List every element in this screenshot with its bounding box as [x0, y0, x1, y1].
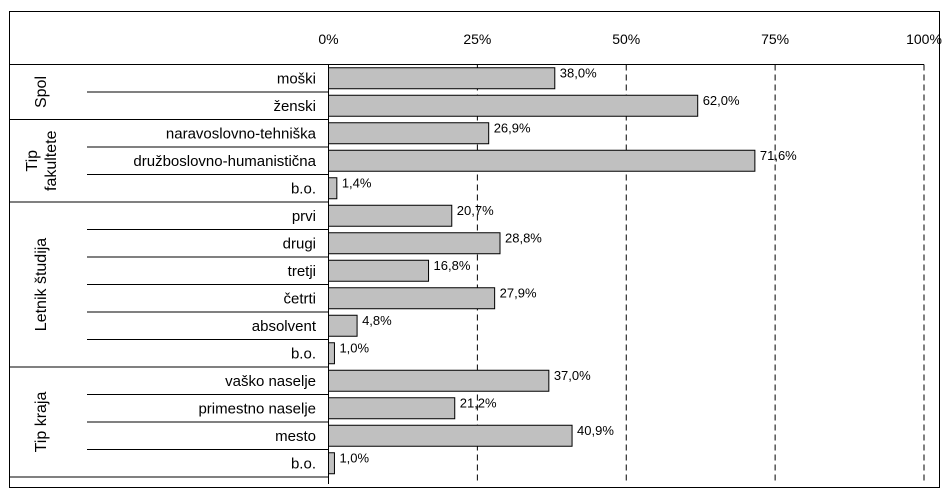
data-label: 71,6%	[760, 148, 797, 163]
bar	[328, 424, 573, 447]
data-label: 37,0%	[554, 368, 591, 383]
group-label: Tip kraja	[33, 392, 50, 453]
data-label: 40,9%	[577, 423, 614, 438]
category-label: ženski	[273, 98, 316, 115]
x-tick-label: 0%	[318, 31, 338, 47]
bar	[328, 452, 335, 475]
category-label: b.o.	[291, 345, 316, 362]
bar	[328, 314, 358, 337]
category-label: naravoslovno-tehniška	[166, 125, 317, 142]
category-label: mesto	[275, 428, 316, 445]
bar	[328, 67, 556, 90]
data-label: 1,0%	[339, 450, 369, 465]
x-tick-label: 75%	[761, 31, 789, 47]
bar	[328, 342, 335, 365]
bar	[328, 287, 496, 310]
data-label: 4,8%	[362, 313, 392, 328]
group-label-line: Spol	[33, 76, 50, 108]
data-label: 1,0%	[339, 340, 369, 355]
data-label: 1,4%	[342, 175, 372, 190]
data-label: 38,0%	[560, 65, 597, 80]
group-label-line: Letnik študija	[33, 238, 50, 331]
data-label: 62,0%	[703, 93, 740, 108]
bar	[328, 149, 756, 172]
category-label: moški	[277, 70, 316, 87]
x-tick-label: 100%	[906, 31, 942, 47]
bar	[328, 397, 456, 420]
x-tick-label: 25%	[463, 31, 491, 47]
group-label-line: fakultete	[43, 130, 60, 191]
bar	[328, 259, 430, 282]
bar	[328, 232, 501, 255]
group-label-line: Tip kraja	[33, 392, 50, 453]
data-label: 16,8%	[434, 258, 471, 273]
category-label: b.o.	[291, 180, 316, 197]
bar	[328, 177, 338, 200]
category-label: vaško naselje	[225, 373, 316, 390]
group-label: Tip fakultete	[24, 130, 60, 191]
data-label: 27,9%	[500, 285, 537, 300]
data-label: 21,2%	[460, 395, 497, 410]
group-label-line: Tip	[24, 150, 41, 172]
category-label: družboslovno-humanistična	[133, 153, 316, 170]
category-label: drugi	[283, 235, 316, 252]
category-label: tretji	[288, 263, 316, 280]
category-label: primestno naselje	[198, 400, 316, 417]
bar	[328, 369, 550, 392]
bar	[328, 122, 490, 145]
data-label: 20,7%	[457, 203, 494, 218]
bar	[328, 204, 453, 227]
group-label: Spol	[33, 76, 50, 108]
x-tick-label: 50%	[612, 31, 640, 47]
data-label: 26,9%	[494, 120, 531, 135]
bar	[328, 94, 699, 117]
category-label: četrti	[283, 290, 316, 307]
category-label: prvi	[292, 208, 316, 225]
category-label: b.o.	[291, 455, 316, 472]
category-label: absolvent	[252, 318, 317, 335]
group-label: Letnik študija	[33, 238, 50, 331]
data-label: 28,8%	[505, 230, 542, 245]
